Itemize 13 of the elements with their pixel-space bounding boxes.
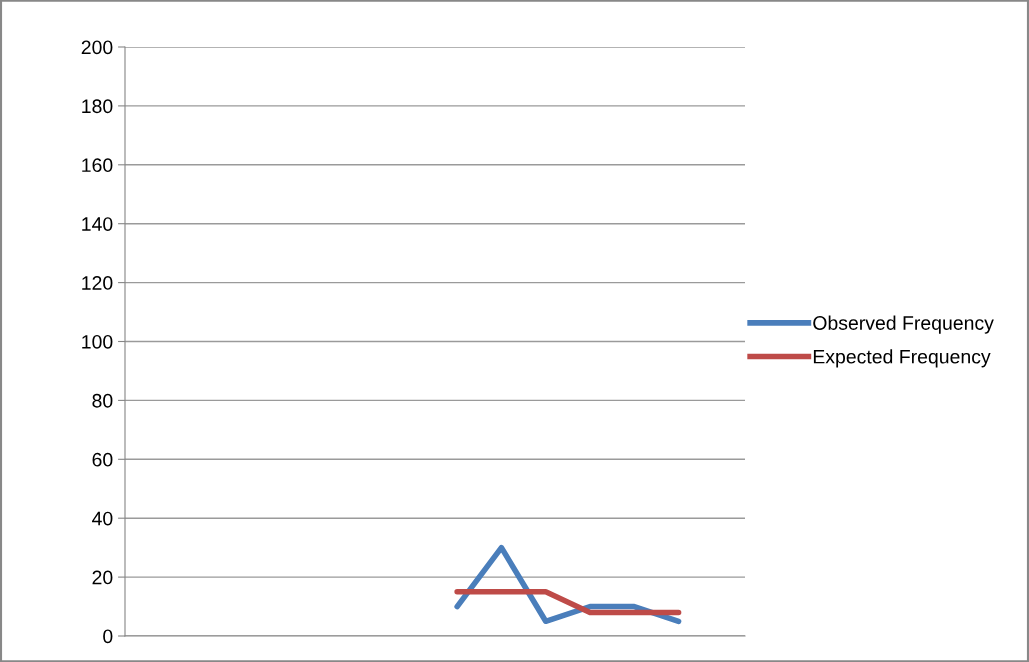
y-tick-label: 140: [82, 217, 113, 231]
y-tick-label: 60: [92, 452, 113, 467]
y-tick-label: 180: [82, 99, 113, 114]
y-tick-label: 20: [92, 570, 113, 585]
y-tick-label: 80: [92, 393, 113, 408]
y-tick-label: 100: [82, 334, 113, 349]
y-tick-label: 200: [81, 40, 113, 55]
y-tick-label: 0: [103, 629, 113, 644]
y-tick-label: 40: [92, 511, 113, 526]
y-tick-label: 120: [82, 276, 113, 290]
legend-label: Expected Frequency: [813, 349, 991, 368]
y-tick-label: 160: [82, 158, 113, 173]
legend-label: Observed Frequency: [813, 315, 994, 334]
